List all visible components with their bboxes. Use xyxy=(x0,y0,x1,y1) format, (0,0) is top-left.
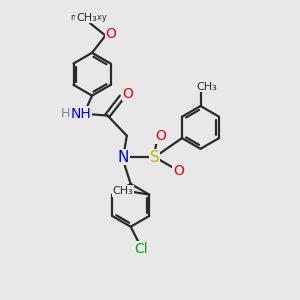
Text: N: N xyxy=(118,150,129,165)
Text: methoxy: methoxy xyxy=(70,13,107,22)
Text: CH₃: CH₃ xyxy=(197,82,218,92)
Text: O: O xyxy=(173,164,184,178)
Text: O: O xyxy=(155,129,166,143)
Text: O: O xyxy=(122,86,133,100)
Text: CH₃: CH₃ xyxy=(113,186,134,196)
Text: CH₃: CH₃ xyxy=(76,13,97,23)
Text: NH: NH xyxy=(70,107,91,121)
Text: S: S xyxy=(150,150,159,165)
Text: H: H xyxy=(61,107,70,120)
Text: O: O xyxy=(105,27,116,41)
Text: Cl: Cl xyxy=(134,242,148,256)
